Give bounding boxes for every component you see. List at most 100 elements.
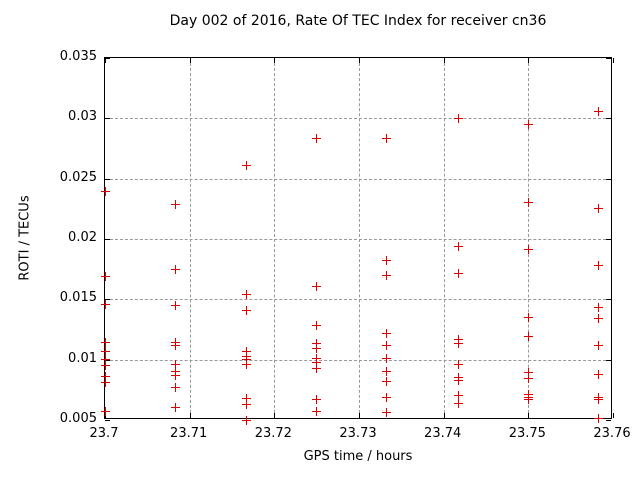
data-point [241, 160, 251, 170]
x-tick-label: 23.71 [170, 426, 208, 441]
x-tick-mark [443, 58, 445, 63]
y-tick-mark [105, 118, 110, 120]
data-point [453, 391, 463, 401]
data-point [241, 305, 251, 315]
data-point [170, 367, 180, 377]
data-point [170, 370, 180, 380]
data-point [170, 199, 180, 209]
data-point [382, 376, 392, 386]
data-point [453, 359, 463, 369]
data-point [170, 382, 180, 392]
x-tick-mark [189, 413, 191, 418]
data-point [382, 367, 392, 377]
data-point [312, 353, 322, 363]
data-point [594, 340, 604, 350]
y-tick-mark [606, 58, 611, 59]
data-point [100, 361, 110, 371]
data-point [100, 338, 110, 348]
x-gridline [274, 58, 276, 418]
data-point [100, 372, 110, 382]
y-gridline [105, 359, 611, 361]
y-tick-mark [606, 239, 611, 240]
data-point [312, 281, 322, 291]
y-tick-mark [606, 118, 611, 120]
data-point [241, 393, 251, 403]
data-point [453, 373, 463, 383]
x-tick-mark [528, 58, 530, 63]
data-point [100, 271, 110, 281]
y-tick-mark [105, 420, 110, 421]
data-point [170, 359, 180, 369]
data-point [170, 340, 180, 350]
data-point [594, 106, 604, 116]
data-point [382, 134, 392, 144]
data-point [382, 270, 392, 280]
x-tick-mark [274, 58, 276, 63]
y-tick-label: 0.025 [59, 169, 97, 185]
data-point [241, 399, 251, 409]
y-tick-label: 0.02 [68, 230, 97, 245]
data-point [453, 241, 463, 251]
data-point [382, 340, 392, 350]
data-point [312, 134, 322, 144]
data-point [100, 346, 110, 356]
y-tick-label: 0.035 [59, 49, 97, 64]
data-point [241, 415, 251, 425]
y-gridline [105, 239, 611, 240]
data-point [312, 339, 322, 349]
y-gridline [105, 118, 611, 120]
data-point [312, 363, 322, 373]
y-tick-label: 0.015 [59, 290, 97, 306]
x-tick-mark [105, 58, 106, 63]
y-gridline [105, 299, 611, 301]
data-point [241, 359, 251, 369]
x-tick-mark [274, 413, 276, 418]
y-tick-label: 0.01 [68, 350, 97, 366]
data-point [170, 403, 180, 413]
y-tick-mark [606, 178, 611, 180]
data-point [594, 261, 604, 271]
x-axis-label: GPS time / hours [303, 449, 413, 464]
x-tick-mark [528, 413, 530, 418]
data-point [594, 392, 604, 402]
y-tick-label: 0.005 [59, 411, 97, 426]
x-tick-mark [359, 58, 360, 63]
data-point [312, 344, 322, 354]
data-point [100, 299, 110, 309]
data-point [594, 414, 604, 424]
x-tick-label: 23.75 [508, 426, 546, 441]
data-point [453, 398, 463, 408]
data-point [453, 375, 463, 385]
x-tick-mark [613, 413, 614, 418]
data-point [241, 346, 251, 356]
data-point [241, 290, 251, 299]
x-tick-label: 23.73 [339, 426, 377, 441]
data-point [382, 328, 392, 338]
x-tick-mark [443, 413, 445, 418]
x-tick-label: 23.7 [89, 426, 119, 441]
data-point [594, 303, 604, 313]
data-point [312, 321, 322, 331]
data-point [170, 300, 180, 310]
x-gridline [359, 58, 360, 418]
x-tick-mark [105, 413, 106, 418]
y-gridline [105, 178, 611, 180]
x-gridline [528, 58, 530, 418]
data-point [312, 394, 322, 404]
data-point [453, 269, 463, 279]
x-tick-label: 23.72 [254, 426, 292, 441]
data-point [382, 408, 392, 418]
data-point [453, 334, 463, 344]
data-point [100, 378, 110, 388]
plot-area [100, 57, 614, 425]
data-point [382, 353, 392, 363]
data-point [594, 204, 604, 214]
y-tick-label: 0.03 [68, 109, 97, 125]
data-point [594, 369, 604, 379]
data-point [170, 338, 180, 348]
x-tick-mark [359, 413, 360, 418]
data-point [100, 187, 110, 197]
data-point [170, 264, 180, 274]
data-point [382, 256, 392, 266]
